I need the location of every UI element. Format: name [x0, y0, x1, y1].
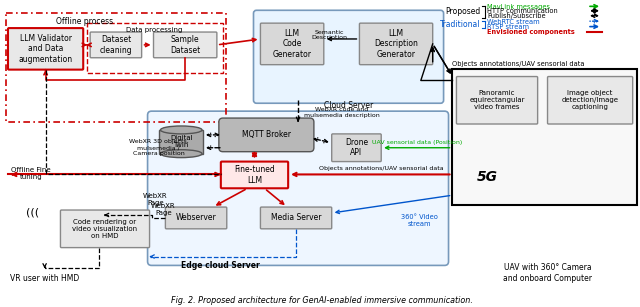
Text: Traditional: Traditional	[440, 20, 480, 29]
Text: Objects annotations/UAV sensorial data: Objects annotations/UAV sensorial data	[452, 61, 585, 67]
Text: HTTP communication: HTTP communication	[487, 8, 558, 14]
FancyBboxPatch shape	[90, 32, 141, 58]
Text: WebXR
Page: WebXR Page	[143, 193, 168, 206]
Text: Envisioned components: Envisioned components	[487, 29, 575, 35]
Text: 360° Video
stream: 360° Video stream	[401, 214, 438, 227]
Text: LLM Validator
and Data
augmentation: LLM Validator and Data augmentation	[19, 34, 73, 64]
Text: MQTT Broker: MQTT Broker	[242, 130, 291, 139]
Text: VR user with HMD: VR user with HMD	[10, 274, 79, 283]
Ellipse shape	[161, 150, 202, 157]
Text: 5G: 5G	[477, 170, 498, 185]
Text: Code rendering or
video visualization
on HMD: Code rendering or video visualization on…	[72, 219, 138, 239]
Text: Fig. 2. Proposed architecture for GenAI-enabled immersive communication.: Fig. 2. Proposed architecture for GenAI-…	[171, 296, 473, 305]
Bar	[87, 23, 223, 72]
Bar	[6, 13, 226, 122]
Text: WebRTC stream: WebRTC stream	[487, 19, 540, 25]
Text: Media Server: Media Server	[271, 213, 321, 223]
Text: Digital
Twin: Digital Twin	[170, 135, 193, 148]
Bar	[159, 130, 203, 154]
FancyBboxPatch shape	[165, 207, 227, 229]
Text: Webserver: Webserver	[176, 213, 216, 223]
Text: Dataset
cleaning: Dataset cleaning	[100, 35, 132, 55]
Text: Objects annotations/UAV sensorial data: Objects annotations/UAV sensorial data	[319, 166, 444, 172]
Text: Cloud Server: Cloud Server	[324, 101, 373, 110]
FancyBboxPatch shape	[60, 210, 150, 248]
Text: Drone
API: Drone API	[345, 138, 368, 157]
Ellipse shape	[161, 126, 202, 134]
Text: WebXR 3D objects,
mulsemedia /
Camera position: WebXR 3D objects, mulsemedia / Camera po…	[129, 139, 188, 156]
FancyBboxPatch shape	[219, 118, 314, 152]
Text: WebXR code and
mulsemedia description: WebXR code and mulsemedia description	[304, 107, 380, 118]
Text: Publish/Subscribe: Publish/Subscribe	[487, 13, 546, 19]
Text: Offline process: Offline process	[56, 17, 113, 26]
Text: Panoramic
equirectangular
video frames: Panoramic equirectangular video frames	[469, 90, 525, 110]
FancyBboxPatch shape	[148, 111, 449, 266]
Text: Semantic
Description: Semantic Description	[312, 29, 348, 41]
FancyBboxPatch shape	[253, 10, 444, 103]
Text: Data processing: Data processing	[126, 27, 182, 33]
FancyBboxPatch shape	[332, 134, 381, 161]
Text: Edge cloud Server: Edge cloud Server	[182, 262, 260, 270]
Text: RTSP stream: RTSP stream	[487, 24, 529, 30]
FancyBboxPatch shape	[221, 161, 288, 188]
FancyBboxPatch shape	[8, 28, 83, 70]
Text: Sample
Dataset: Sample Dataset	[170, 35, 200, 55]
Text: LLM
Code
Generator: LLM Code Generator	[273, 29, 312, 59]
Text: Fine-tuned
LLM: Fine-tuned LLM	[234, 165, 275, 185]
Text: (((: (((	[26, 207, 39, 217]
FancyBboxPatch shape	[260, 23, 324, 65]
FancyBboxPatch shape	[360, 23, 433, 65]
FancyBboxPatch shape	[260, 207, 332, 229]
FancyBboxPatch shape	[154, 32, 217, 58]
Text: WebXR
Page: WebXR Page	[151, 203, 176, 216]
Text: UAV sensorial data (Position): UAV sensorial data (Position)	[372, 140, 462, 145]
Bar	[452, 69, 637, 205]
Text: Image object
detection/Image
captioning: Image object detection/Image captioning	[562, 90, 619, 110]
Text: UAV with 360° Camera
and onboard Computer: UAV with 360° Camera and onboard Compute…	[503, 263, 592, 283]
Text: MavLink messages: MavLink messages	[487, 4, 550, 10]
FancyBboxPatch shape	[548, 76, 633, 124]
Text: LLM
Description
Generator: LLM Description Generator	[374, 29, 418, 59]
FancyBboxPatch shape	[456, 76, 538, 124]
Text: Offline Fine
tuning: Offline Fine tuning	[11, 167, 51, 180]
Text: Proposed: Proposed	[445, 7, 480, 16]
